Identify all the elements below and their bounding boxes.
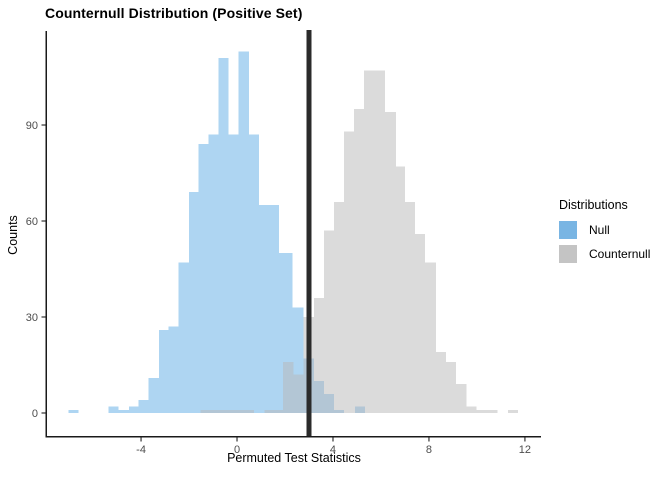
legend-label: Null xyxy=(589,223,610,237)
histogram-bar xyxy=(324,230,334,413)
histogram-bar xyxy=(248,134,259,413)
y-tick-label: 90 xyxy=(26,120,38,132)
histogram-bar xyxy=(466,406,477,413)
histogram-bar xyxy=(435,352,446,413)
histogram-bar xyxy=(188,192,199,413)
histogram-bar xyxy=(138,400,149,413)
legend-label: Counternull xyxy=(589,247,651,261)
histogram-bar xyxy=(344,131,355,413)
histogram-bar xyxy=(396,166,405,413)
histogram-bar xyxy=(168,326,179,413)
histogram-bar xyxy=(200,409,212,413)
histogram-bar xyxy=(404,201,416,413)
histogram-bar xyxy=(283,361,294,413)
legend-item-null: Null xyxy=(559,221,650,239)
legend: Distributions Null Counternull xyxy=(559,198,650,269)
histogram-bar xyxy=(211,409,222,413)
x-tick-label: 0 xyxy=(234,444,240,456)
histogram-bar xyxy=(313,297,325,413)
histogram-bar xyxy=(354,109,364,413)
chart-title: Counternull Distribution (Positive Set) xyxy=(45,5,303,21)
histogram-bar xyxy=(268,205,279,413)
null-histogram xyxy=(68,51,365,414)
histogram-bar xyxy=(292,307,304,413)
axes xyxy=(45,31,541,438)
histogram-bar xyxy=(228,134,239,413)
histogram-bar xyxy=(258,205,269,413)
histogram-bar xyxy=(232,409,244,413)
y-axis-label: Counts xyxy=(6,215,20,255)
histogram-bar xyxy=(221,409,233,413)
histogram-bar xyxy=(508,409,519,413)
histogram-bar xyxy=(158,329,169,413)
histogram-bar xyxy=(238,51,249,414)
histogram-bar xyxy=(445,361,457,413)
histogram-bar xyxy=(333,201,345,413)
legend-swatch-counternull xyxy=(559,245,577,263)
x-tick-label: 8 xyxy=(426,444,432,456)
legend-item-counternull: Counternull xyxy=(559,245,650,263)
x-axis-label: Permuted Test Statistics xyxy=(227,451,361,465)
histogram-bar xyxy=(293,374,304,413)
histogram-bar xyxy=(486,409,498,413)
histogram-bar xyxy=(208,134,219,413)
histogram-bar xyxy=(456,384,467,413)
histogram-bar xyxy=(198,144,209,413)
x-tick-label: 4 xyxy=(330,444,336,456)
histogram-bar xyxy=(118,409,129,413)
histogram-bar xyxy=(128,406,139,413)
observed-statistic-line xyxy=(306,30,312,438)
histogram-bar xyxy=(108,406,119,413)
histogram-bar xyxy=(363,70,375,413)
y-tick-label: 0 xyxy=(32,408,38,420)
histogram-bar xyxy=(264,409,276,413)
legend-swatch-null xyxy=(559,221,577,239)
x-tick-label: -4 xyxy=(136,444,146,456)
histogram-bar xyxy=(68,409,79,413)
histogram-bar xyxy=(424,262,436,413)
histogram-bar xyxy=(275,409,284,413)
histogram-bar xyxy=(148,377,159,413)
y-tick-label: 60 xyxy=(26,216,38,228)
histogram-bar xyxy=(415,233,425,413)
histogram-bar xyxy=(374,70,386,413)
histogram-bar xyxy=(178,262,189,413)
legend-items: Null Counternull xyxy=(559,221,650,263)
histogram-bar xyxy=(243,409,254,413)
histogram-bar xyxy=(476,409,487,413)
x-tick-label: 12 xyxy=(519,444,531,456)
y-axis-ticks: 0 30 60 90 xyxy=(26,120,46,420)
histogram-bar xyxy=(218,57,229,413)
legend-title: Distributions xyxy=(559,198,628,212)
x-axis-ticks: -4 0 4 8 12 xyxy=(136,437,531,456)
histogram-bar xyxy=(385,112,397,413)
y-tick-label: 30 xyxy=(26,312,38,324)
